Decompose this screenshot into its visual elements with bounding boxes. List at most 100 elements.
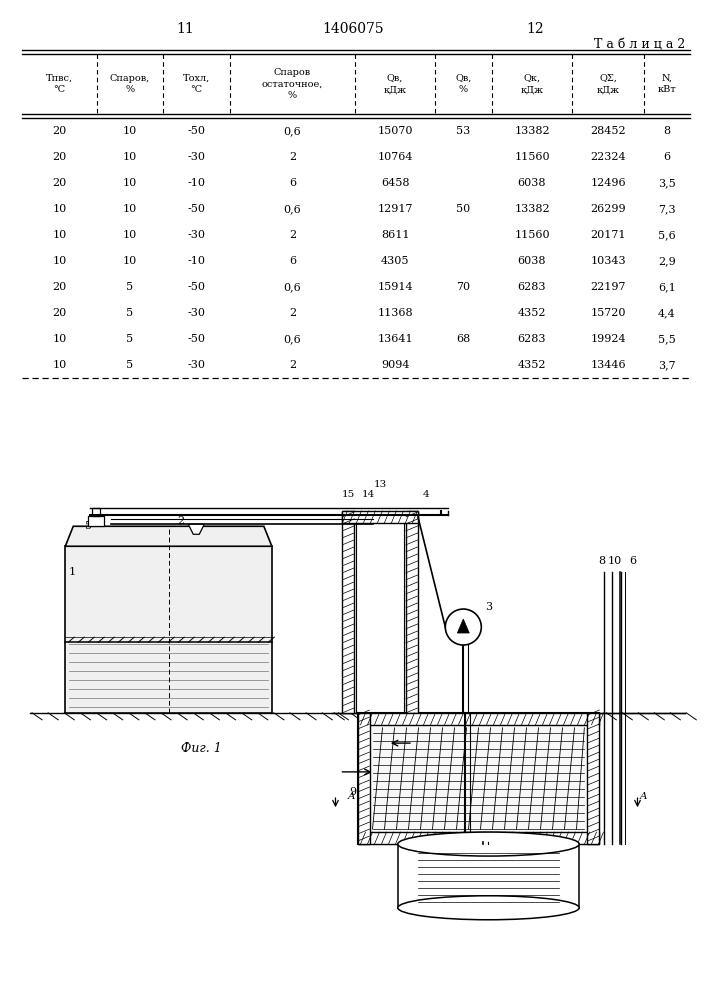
Text: 15: 15	[341, 490, 355, 499]
Text: 1: 1	[69, 567, 76, 577]
Bar	[358, 713, 600, 725]
Text: 0,6: 0,6	[284, 126, 301, 136]
Text: 10764: 10764	[378, 152, 413, 162]
Text: 3: 3	[485, 602, 492, 612]
Text: 10: 10	[52, 256, 66, 266]
Text: 28452: 28452	[590, 126, 626, 136]
Text: 6038: 6038	[518, 178, 547, 188]
Text: 10: 10	[123, 230, 137, 240]
Text: 13382: 13382	[514, 204, 550, 214]
Text: -10: -10	[187, 256, 206, 266]
Text: Tпвс,
°C: Tпвс, °C	[46, 74, 73, 94]
Text: 0,6: 0,6	[284, 282, 301, 292]
Text: 13382: 13382	[514, 126, 550, 136]
Ellipse shape	[398, 896, 579, 920]
Text: 7: 7	[465, 852, 472, 862]
Text: QΣ,
кДж: QΣ, кДж	[597, 74, 619, 94]
Text: 1406075: 1406075	[322, 22, 384, 36]
Text: 10: 10	[52, 360, 66, 370]
Text: -30: -30	[187, 152, 206, 162]
Text: -30: -30	[187, 360, 206, 370]
Bar	[358, 832, 600, 844]
Text: 2: 2	[289, 308, 296, 318]
Text: 13446: 13446	[590, 360, 626, 370]
Text: 11: 11	[176, 22, 194, 36]
Text: 68: 68	[457, 334, 471, 344]
Text: Т а б л и ц а 2: Т а б л и ц а 2	[594, 38, 685, 51]
Text: 10: 10	[123, 152, 137, 162]
Bar	[342, 511, 418, 523]
Text: 6283: 6283	[518, 282, 547, 292]
Bar	[406, 511, 418, 713]
Text: 14: 14	[362, 490, 375, 499]
Text: 50: 50	[457, 204, 471, 214]
Text: 11: 11	[491, 852, 506, 862]
Text: -30: -30	[187, 230, 206, 240]
Text: Cпаров,
%: Cпаров, %	[110, 74, 150, 94]
Text: 8611: 8611	[381, 230, 409, 240]
Text: 2: 2	[177, 516, 185, 526]
Text: 2: 2	[289, 360, 296, 370]
Bar	[358, 713, 600, 844]
Text: 20: 20	[52, 308, 66, 318]
Bar	[358, 713, 370, 844]
Text: -50: -50	[187, 204, 206, 214]
Text: 15914: 15914	[378, 282, 413, 292]
Text: 22197: 22197	[590, 282, 626, 292]
Text: 3,5: 3,5	[658, 178, 676, 188]
Text: 6038: 6038	[518, 256, 547, 266]
Polygon shape	[188, 524, 204, 534]
Text: 2,9: 2,9	[658, 256, 676, 266]
Text: 11368: 11368	[378, 308, 413, 318]
Bar	[342, 511, 354, 713]
Bar	[65, 546, 272, 713]
Text: -50: -50	[187, 282, 206, 292]
Text: 19924: 19924	[590, 334, 626, 344]
Text: 11560: 11560	[514, 230, 550, 240]
Bar	[88, 516, 103, 526]
Text: 70: 70	[457, 282, 471, 292]
Text: 5: 5	[127, 308, 134, 318]
Text: 6: 6	[663, 152, 670, 162]
Text: -50: -50	[187, 126, 206, 136]
Text: Qв,
%: Qв, %	[455, 74, 472, 94]
Text: 9: 9	[349, 787, 356, 797]
Bar	[588, 713, 600, 844]
Text: 13641: 13641	[378, 334, 413, 344]
Text: 10: 10	[607, 556, 621, 566]
Polygon shape	[65, 526, 272, 546]
Text: 6283: 6283	[518, 334, 547, 344]
Text: 20: 20	[52, 178, 66, 188]
Text: 10: 10	[52, 334, 66, 344]
Text: A: A	[640, 792, 647, 801]
Text: 8: 8	[663, 126, 670, 136]
Text: 5,5: 5,5	[658, 334, 676, 344]
Text: Cпаров
остаточное,
%: Cпаров остаточное, %	[262, 68, 323, 100]
Text: 3,7: 3,7	[658, 360, 676, 370]
Text: 20: 20	[52, 126, 66, 136]
Polygon shape	[457, 619, 469, 633]
Text: 20: 20	[52, 152, 66, 162]
Text: 5: 5	[127, 360, 134, 370]
Text: 10: 10	[123, 178, 137, 188]
Ellipse shape	[398, 832, 579, 856]
Text: 20171: 20171	[590, 230, 626, 240]
Text: 6: 6	[289, 256, 296, 266]
Text: 9094: 9094	[381, 360, 409, 370]
Text: 10: 10	[52, 204, 66, 214]
Text: 4,4: 4,4	[658, 308, 676, 318]
Text: -10: -10	[187, 178, 206, 188]
Text: 4352: 4352	[518, 308, 547, 318]
Text: 11560: 11560	[514, 152, 550, 162]
Text: 12917: 12917	[378, 204, 413, 214]
Text: 13: 13	[373, 480, 387, 489]
Text: 10: 10	[123, 126, 137, 136]
Text: 6: 6	[629, 556, 636, 566]
Text: 10: 10	[52, 230, 66, 240]
Text: 8: 8	[598, 556, 605, 566]
Text: 4: 4	[423, 490, 430, 499]
Text: 6458: 6458	[381, 178, 409, 188]
Text: 15720: 15720	[590, 308, 626, 318]
Text: 10: 10	[123, 256, 137, 266]
Text: 26299: 26299	[590, 204, 626, 214]
